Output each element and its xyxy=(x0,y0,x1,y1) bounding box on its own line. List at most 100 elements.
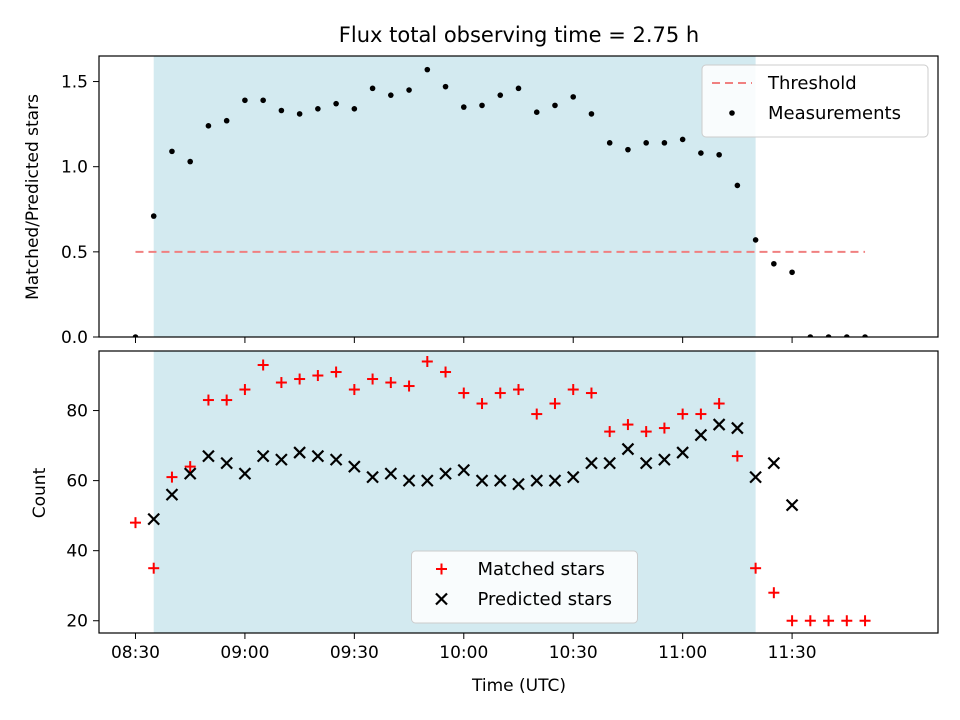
data-point-matched xyxy=(312,370,324,382)
data-point-matched xyxy=(841,615,853,627)
data-point-matched xyxy=(804,615,816,627)
data-point-predicted xyxy=(366,470,379,484)
data-point-measurement xyxy=(789,269,795,276)
data-point-matched xyxy=(567,384,579,396)
data-point-matched xyxy=(476,398,488,410)
data-point-measurement xyxy=(570,94,577,100)
data-point-matched xyxy=(585,387,597,399)
legend-swatch-measurements xyxy=(729,110,735,116)
data-point-predicted xyxy=(238,467,252,480)
x-tick-label: 11:30 xyxy=(768,643,817,663)
data-point-matched xyxy=(531,408,543,420)
legend-label: Threshold xyxy=(767,73,857,94)
data-point-matched xyxy=(129,517,141,529)
data-point-measurement xyxy=(807,334,814,337)
data-point-predicted xyxy=(183,467,197,480)
data-point-matched xyxy=(458,387,470,399)
data-point-predicted xyxy=(621,442,635,456)
legend-box xyxy=(411,550,638,624)
data-point-measurement xyxy=(223,117,230,124)
legend-label: Measurements xyxy=(768,103,901,124)
data-point-matched xyxy=(202,394,214,406)
data-point-matched xyxy=(367,373,379,385)
y-axis-label-top: Matched/Predicted stars xyxy=(23,94,43,300)
x-tick-label: 10:00 xyxy=(439,643,488,663)
data-point-measurement xyxy=(588,111,595,117)
data-point-matched xyxy=(403,380,415,392)
data-point-measurement xyxy=(132,334,139,337)
x-axis-label: Time (UTC) xyxy=(471,676,566,696)
data-point-predicted xyxy=(329,453,343,466)
data-point-predicted xyxy=(603,456,616,470)
data-point-measurement xyxy=(771,260,777,267)
data-point-predicted xyxy=(439,467,452,480)
data-point-matched xyxy=(713,398,725,410)
data-point-matched xyxy=(184,461,196,473)
y-tick-label: 1.0 xyxy=(61,158,88,178)
data-point-predicted xyxy=(421,474,434,487)
data-point-predicted xyxy=(785,498,799,512)
y-tick-label: 60 xyxy=(66,472,88,492)
data-point-matched xyxy=(604,426,616,438)
legend: Matched stars Predicted stars xyxy=(411,550,638,624)
data-point-measurement xyxy=(533,109,540,115)
data-point-measurement xyxy=(424,66,431,73)
data-point-predicted xyxy=(530,474,544,487)
observing-time-span xyxy=(153,56,756,337)
data-point-predicted xyxy=(457,463,471,477)
data-point-predicted xyxy=(475,474,489,487)
x-tick-label: 10:30 xyxy=(549,643,598,663)
data-point-measurement xyxy=(460,104,467,110)
data-point-predicted xyxy=(694,428,708,442)
data-point-measurement xyxy=(278,107,285,114)
data-point-predicted xyxy=(147,512,160,526)
data-point-predicted xyxy=(275,453,288,466)
x-tick-label: 09:00 xyxy=(220,643,269,663)
data-point-matched xyxy=(731,450,743,462)
data-point-matched xyxy=(786,615,798,627)
data-point-matched xyxy=(148,562,160,574)
data-point-measurement xyxy=(351,105,358,112)
x-tick-label: 11:00 xyxy=(658,643,707,663)
data-point-predicted xyxy=(220,456,233,470)
data-point-measurement xyxy=(315,105,321,112)
plot-frame xyxy=(98,55,939,338)
data-point-measurement xyxy=(752,237,759,243)
data-point-measurement xyxy=(479,102,485,109)
data-point-matched xyxy=(275,377,287,389)
data-point-predicted xyxy=(384,467,398,480)
data-point-predicted xyxy=(256,449,270,463)
data-point-predicted xyxy=(493,474,507,487)
data-point-measurement xyxy=(442,83,449,90)
y-tick-label: 1.5 xyxy=(61,73,88,93)
data-point-matched xyxy=(494,387,506,399)
data-point-predicted xyxy=(293,446,306,459)
data-point-measurement xyxy=(242,97,248,104)
data-point-matched xyxy=(440,366,452,378)
data-point-matched xyxy=(859,615,871,627)
x-tick-label: 08:30 xyxy=(111,643,160,663)
legend: Threshold Measurements xyxy=(701,64,929,138)
legend-label: Matched stars xyxy=(478,559,605,580)
data-point-predicted xyxy=(402,474,416,487)
data-point-measurement xyxy=(406,87,412,93)
data-point-predicted xyxy=(712,418,726,431)
data-point-measurement xyxy=(643,140,649,146)
data-point-measurement xyxy=(150,213,157,219)
data-point-measurement xyxy=(515,85,522,92)
legend-swatch-predicted xyxy=(435,592,448,606)
data-point-predicted xyxy=(639,456,653,470)
data-point-matched xyxy=(622,419,634,431)
data-point-measurement xyxy=(388,92,394,98)
data-point-matched xyxy=(385,377,397,389)
data-point-measurement xyxy=(369,85,376,92)
data-point-measurement xyxy=(679,136,686,143)
data-point-measurement xyxy=(625,146,631,153)
data-point-predicted xyxy=(348,460,361,473)
data-point-matched xyxy=(221,394,233,406)
top-panel: 0.0 0.5 1.0 1.5 Threshold Measurements xyxy=(61,55,939,348)
data-point-measurement xyxy=(716,151,722,158)
data-point-matched xyxy=(294,373,306,385)
data-point-matched xyxy=(823,615,835,627)
